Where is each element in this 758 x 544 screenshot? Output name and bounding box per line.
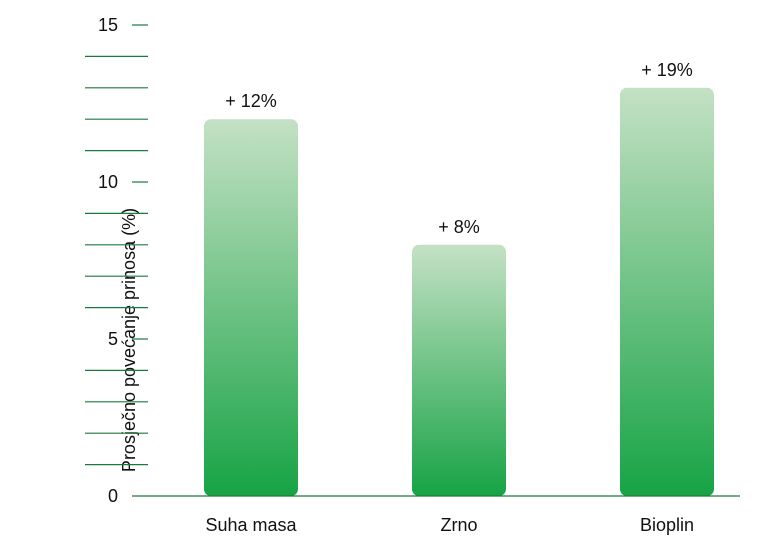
bar-suha-masa: [204, 119, 298, 496]
y-tick-label: 0: [108, 486, 118, 506]
x-category-label: Zrno: [440, 515, 477, 535]
y-axis: 0 5 10 15: [85, 15, 148, 506]
bar-bioplin: [620, 87, 714, 497]
bars: + 12% Suha masa + 8% Zrno + 19% Bioplin: [204, 60, 714, 535]
y-axis-title: Prosječno povećanje prinosa (%): [119, 208, 139, 472]
bar-zrno: [412, 244, 506, 496]
x-category-label: Bioplin: [640, 515, 694, 535]
y-tick-label: 10: [98, 172, 118, 192]
y-tick-label: 5: [108, 329, 118, 349]
y-tick-label: 15: [98, 15, 118, 35]
bar-data-label: + 12%: [225, 91, 277, 111]
x-category-label: Suha masa: [205, 515, 297, 535]
bar-data-label: + 8%: [438, 217, 480, 237]
bar-data-label: + 19%: [641, 60, 693, 80]
